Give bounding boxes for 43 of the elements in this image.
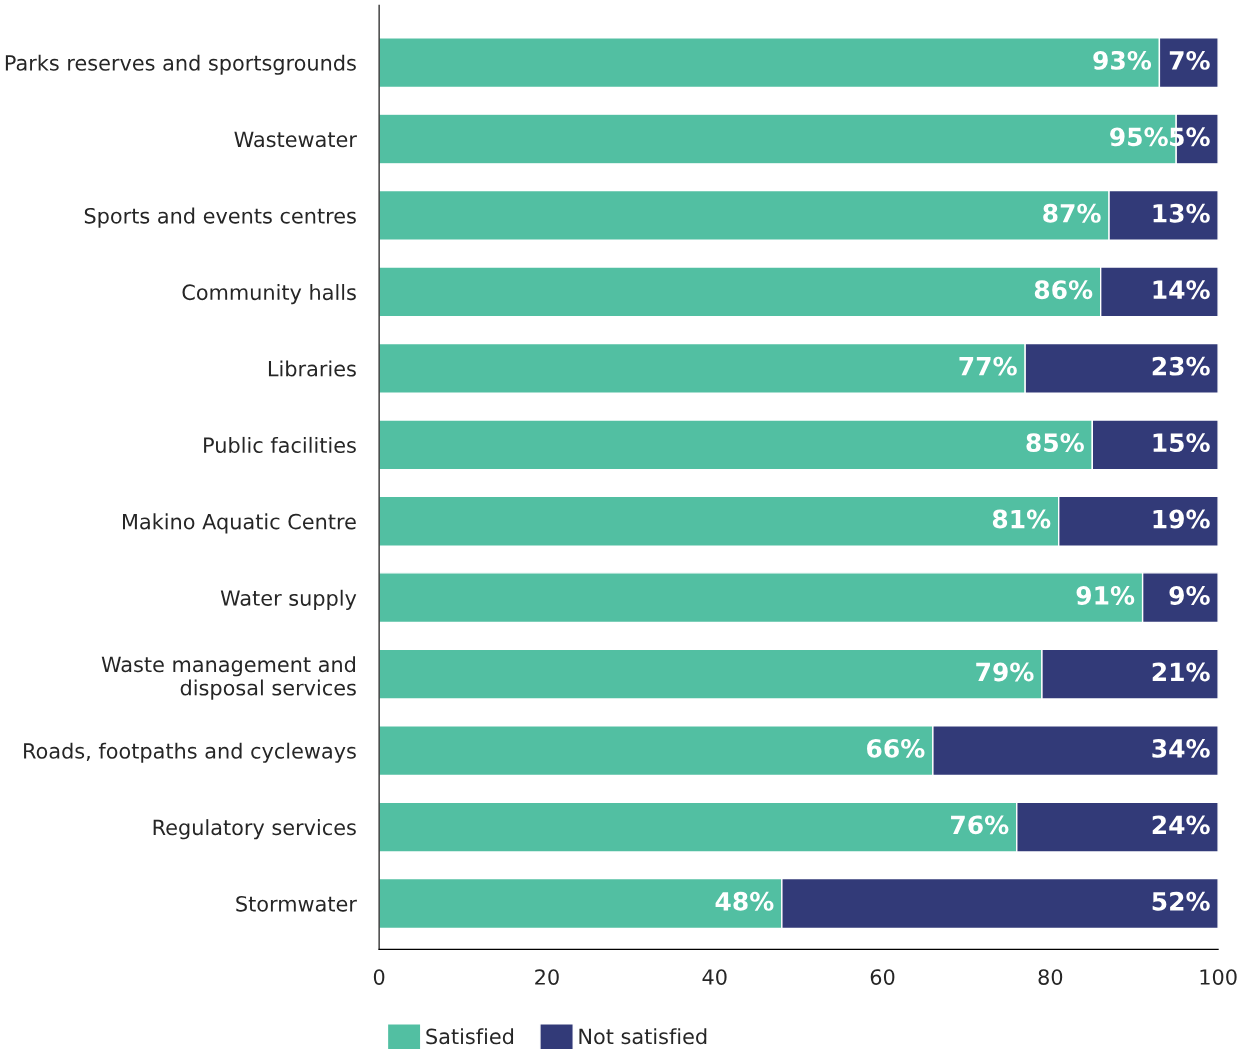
data-label: 76% [951,815,1009,835]
data-label: 24% [1152,815,1210,835]
data-label: 9% [1169,586,1210,605]
data-label: 85% [1026,433,1084,453]
data-label: 95% [1110,127,1168,147]
data-label: 23% [1152,356,1210,376]
legend-label: Satisfied [426,1028,514,1045]
data-label: 87% [1043,203,1101,223]
data-label: 14% [1153,280,1210,300]
data-label: 66% [867,738,925,758]
y-tick-label: Wastewater [234,131,357,148]
y-tick-label: Parks reserves and sportsgrounds [5,54,356,75]
data-label: 81% [992,509,1051,529]
legend-label: Not satisfied [579,1028,707,1045]
y-tick-label: Makino Aquatic Centre [123,513,356,534]
x-tick-label: 20 [535,969,559,985]
x-tick-label: 0 [373,969,385,985]
data-label: 15% [1153,433,1210,453]
data-label: 93% [1093,50,1152,70]
data-label: 79% [976,662,1034,682]
y-tick-label: Public facilities [204,436,356,454]
data-label: 86% [1034,280,1093,300]
data-label: 91% [1076,586,1135,605]
y-tick-label: Sports and events centres [84,207,356,228]
y-tick-label: Stormwater [236,895,357,912]
data-label: 13% [1153,203,1210,223]
data-label: 48% [715,891,774,911]
y-tick-label: Water supply [220,589,357,610]
data-label: 77% [959,356,1017,376]
data-label: 34% [1152,738,1210,758]
y-tick-label: Regulatory services [153,819,356,840]
y-tick-label: Community halls [182,284,356,305]
y-tick-label: Waste management and disposal services [101,656,356,700]
data-label: 19% [1153,509,1210,529]
y-tick-label: Libraries [268,360,356,377]
data-label: 21% [1152,662,1210,682]
data-label: 7% [1169,50,1210,70]
x-tick-label: 40 [702,969,727,985]
x-tick-label: 80 [1038,969,1063,985]
y-tick-label: Roads, footpaths and cycleways [24,742,356,763]
x-tick-label: 60 [870,969,895,985]
x-tick-label: 100 [1200,969,1237,985]
data-label: 52% [1152,891,1210,911]
